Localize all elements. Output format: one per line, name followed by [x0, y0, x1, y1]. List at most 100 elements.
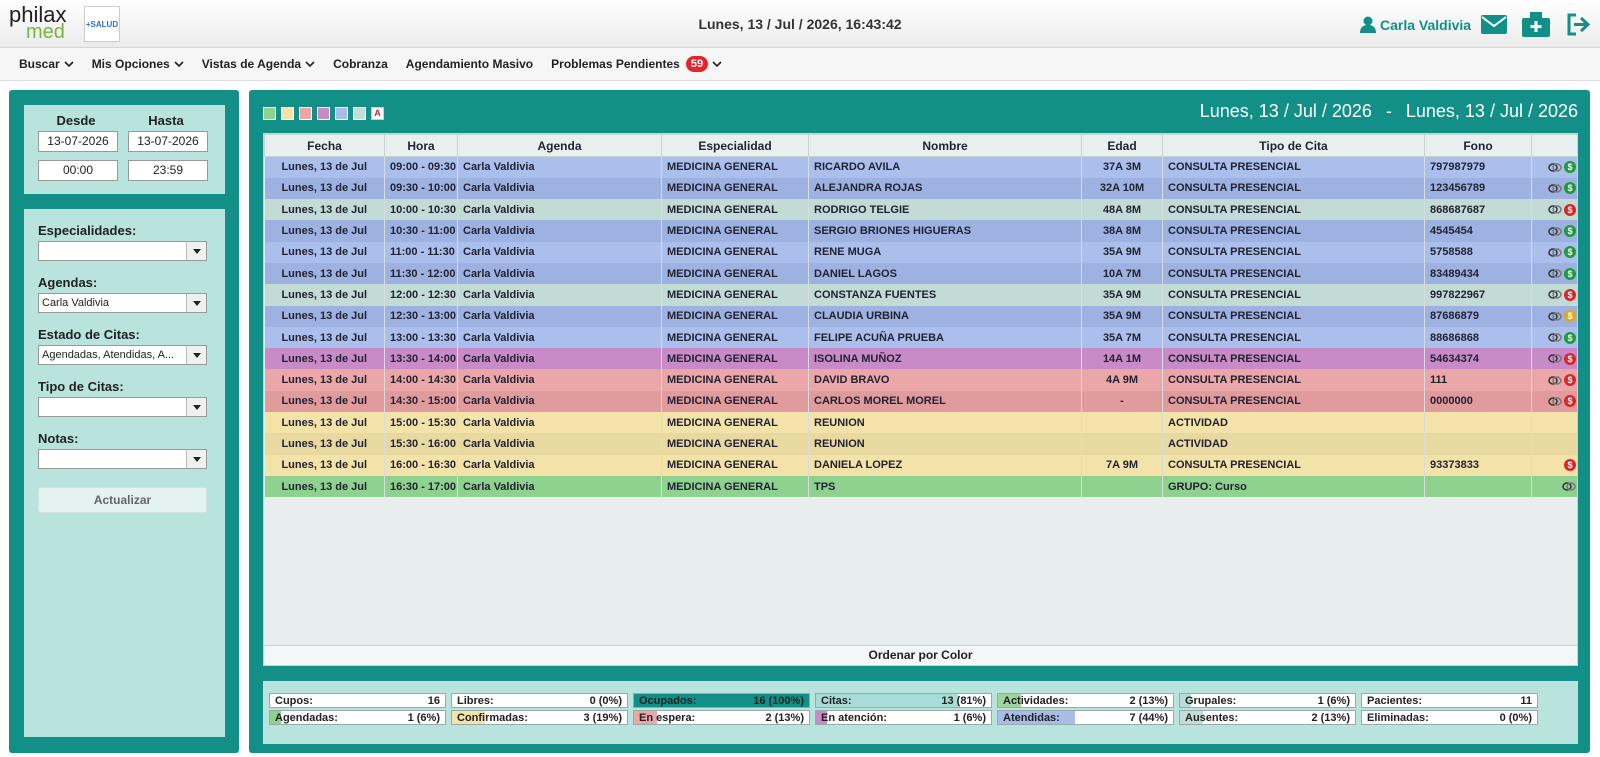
actions-cell: $ [1531, 390, 1577, 413]
color-swatch[interactable] [299, 107, 312, 120]
pay-icon[interactable]: $ [1564, 246, 1576, 259]
table-row[interactable]: Lunes, 13 de Jul 15:00 - 15:30 Carla Valdi… [264, 412, 1577, 434]
update-button[interactable]: Actualizar [38, 487, 207, 513]
table-cell: DAVID BRAVO [808, 369, 1082, 391]
filter-label: Estado de Citas: [38, 327, 140, 342]
from-date[interactable]: 13-07-2026 [38, 131, 118, 152]
nav-item[interactable]: Agendamiento Masivo [406, 57, 533, 71]
pay-icon[interactable]: $ [1564, 182, 1576, 195]
stat-value: 1 (6%) [953, 712, 986, 724]
nav-label: Mis Opciones [91, 57, 170, 71]
pay-icon[interactable]: $ [1564, 203, 1576, 216]
table-row[interactable]: Lunes, 13 de Jul 13:30 - 14:00 Carla Valdi… [264, 348, 1577, 370]
dropdown-arrow [193, 249, 201, 254]
link-icon[interactable] [1548, 184, 1562, 193]
from-label: Desde [56, 113, 96, 128]
color-swatch[interactable] [281, 107, 294, 120]
link-icon[interactable] [1548, 163, 1562, 172]
nav-item[interactable]: Buscar [19, 57, 74, 71]
filter-select[interactable] [38, 397, 207, 417]
link-icon[interactable] [1548, 397, 1562, 406]
nav-item[interactable]: Cobranza [333, 57, 388, 71]
table-cell: CLAUDIA URBINA [808, 305, 1082, 327]
column-header: Agenda [457, 134, 662, 157]
table-cell: 15:30 - 16:00 [384, 433, 458, 455]
filter-value: Carla Valdivia [42, 297, 110, 309]
table-cell: 4A 9M [1081, 369, 1163, 391]
clinic-icon[interactable] [1522, 12, 1550, 37]
pay-icon[interactable]: $ [1564, 310, 1576, 323]
from-time[interactable]: 00:00 [38, 160, 118, 181]
pay-icon[interactable]: $ [1564, 352, 1576, 365]
stat-cell: Atendidas: 7 (44%) [997, 710, 1174, 725]
link-icon[interactable] [1548, 312, 1562, 321]
table-cell: CONSULTA PRESENCIAL [1162, 305, 1425, 327]
link-icon[interactable] [1548, 205, 1562, 215]
table-row[interactable]: Lunes, 13 de Jul 16:30 - 17:00 Carla Valdi… [264, 475, 1577, 498]
pay-icon[interactable]: $ [1564, 459, 1576, 472]
pay-icon[interactable]: $ [1564, 395, 1576, 408]
color-swatch[interactable] [335, 107, 348, 120]
actions-cell: $ [1531, 305, 1577, 327]
table-row[interactable]: Lunes, 13 de Jul 11:00 - 11:30 Carla Valdi… [264, 241, 1577, 263]
link-icon[interactable] [1548, 248, 1562, 257]
color-swatch[interactable] [263, 107, 276, 120]
stat-value: 0 (0%) [1499, 712, 1532, 724]
link-icon[interactable] [1548, 354, 1562, 364]
logout-icon[interactable] [1565, 13, 1591, 36]
stat-cell: Confirmadas: 3 (19%) [451, 710, 628, 725]
table-row[interactable]: Lunes, 13 de Jul 12:30 - 13:00 Carla Valdi… [264, 305, 1577, 327]
nav-item[interactable]: Vistas de Agenda [202, 57, 315, 71]
to-time[interactable]: 23:59 [128, 160, 208, 181]
table-cell: 797987979 [1424, 156, 1532, 178]
pay-icon[interactable]: $ [1564, 374, 1576, 387]
user-name[interactable]: Carla Valdivia [1380, 17, 1472, 33]
sort-by-color[interactable]: Ordenar por Color [264, 645, 1577, 665]
table-cell: MEDICINA GENERAL [661, 284, 809, 306]
mail-icon[interactable] [1481, 15, 1507, 34]
table-cell: ACTIVIDAD [1162, 433, 1425, 455]
pay-icon[interactable]: $ [1564, 288, 1576, 301]
table-row[interactable]: Lunes, 13 de Jul 16:00 - 16:30 Carla Valdi… [264, 454, 1577, 476]
table-row[interactable]: Lunes, 13 de Jul 10:00 - 10:30 Carla Valdi… [264, 199, 1577, 221]
filter-select[interactable] [38, 241, 207, 261]
link-icon[interactable] [1548, 226, 1562, 236]
link-icon[interactable] [1548, 269, 1562, 278]
table-row[interactable]: Lunes, 13 de Jul 13:00 - 13:30 Carla Valdi… [264, 326, 1577, 349]
link-icon[interactable] [1548, 333, 1562, 342]
stat-cell: Actividades: 2 (13%) [997, 693, 1174, 708]
stat-cell: En atención: 1 (6%) [815, 710, 992, 725]
sidebar: Desde Hasta 13-07-2026 13-07-2026 00:00 … [9, 90, 239, 753]
table-row[interactable]: Lunes, 13 de Jul 11:30 - 12:00 Carla Valdi… [264, 262, 1577, 285]
pay-icon[interactable]: $ [1564, 267, 1576, 280]
filter-select[interactable]: Carla Valdivia [38, 293, 207, 313]
pay-icon[interactable]: $ [1564, 161, 1576, 174]
filter-select[interactable]: Agendadas, Atendidas, A... [38, 345, 207, 365]
table-row[interactable]: Lunes, 13 de Jul 14:30 - 15:00 Carla Valdi… [264, 390, 1577, 413]
color-swatch[interactable] [317, 107, 330, 120]
table-row[interactable]: Lunes, 13 de Jul 10:30 - 11:00 Carla Valdi… [264, 220, 1577, 242]
text-swatch[interactable]: A [371, 107, 384, 120]
nav-item[interactable]: Problemas Pendientes 59 [551, 56, 722, 72]
nav-item[interactable]: Mis Opciones [92, 57, 184, 71]
table-row[interactable]: Lunes, 13 de Jul 15:30 - 16:00 Carla Valdi… [264, 433, 1577, 455]
to-date[interactable]: 13-07-2026 [128, 131, 208, 152]
table-row[interactable]: Lunes, 13 de Jul 14:00 - 14:30 Carla Valdi… [264, 369, 1577, 391]
table-row[interactable]: Lunes, 13 de Jul 09:00 - 09:30 Carla Valdi… [264, 156, 1577, 178]
table-row[interactable]: Lunes, 13 de Jul 12:00 - 12:30 Carla Valdi… [264, 284, 1577, 306]
link-icon[interactable] [1548, 375, 1562, 385]
table-row[interactable]: Lunes, 13 de Jul 09:30 - 10:00 Carla Valdi… [264, 177, 1577, 200]
filter-select[interactable] [38, 449, 207, 469]
table-cell: Carla Valdivia [457, 241, 662, 263]
pay-icon[interactable]: $ [1564, 331, 1576, 344]
stat-label: Ausentes: [1185, 712, 1239, 724]
stat-label: Ocupados: [639, 695, 697, 707]
table-box: Fecha Hora Agenda Especialidad Nombre Edad Tip… [263, 133, 1578, 666]
table-cell [1081, 433, 1163, 455]
link-icon[interactable] [1548, 290, 1562, 300]
stat-label: Eliminadas: [1367, 712, 1429, 724]
link-icon[interactable] [1562, 482, 1576, 491]
pay-icon[interactable]: $ [1564, 225, 1576, 238]
color-swatch[interactable] [353, 107, 366, 120]
